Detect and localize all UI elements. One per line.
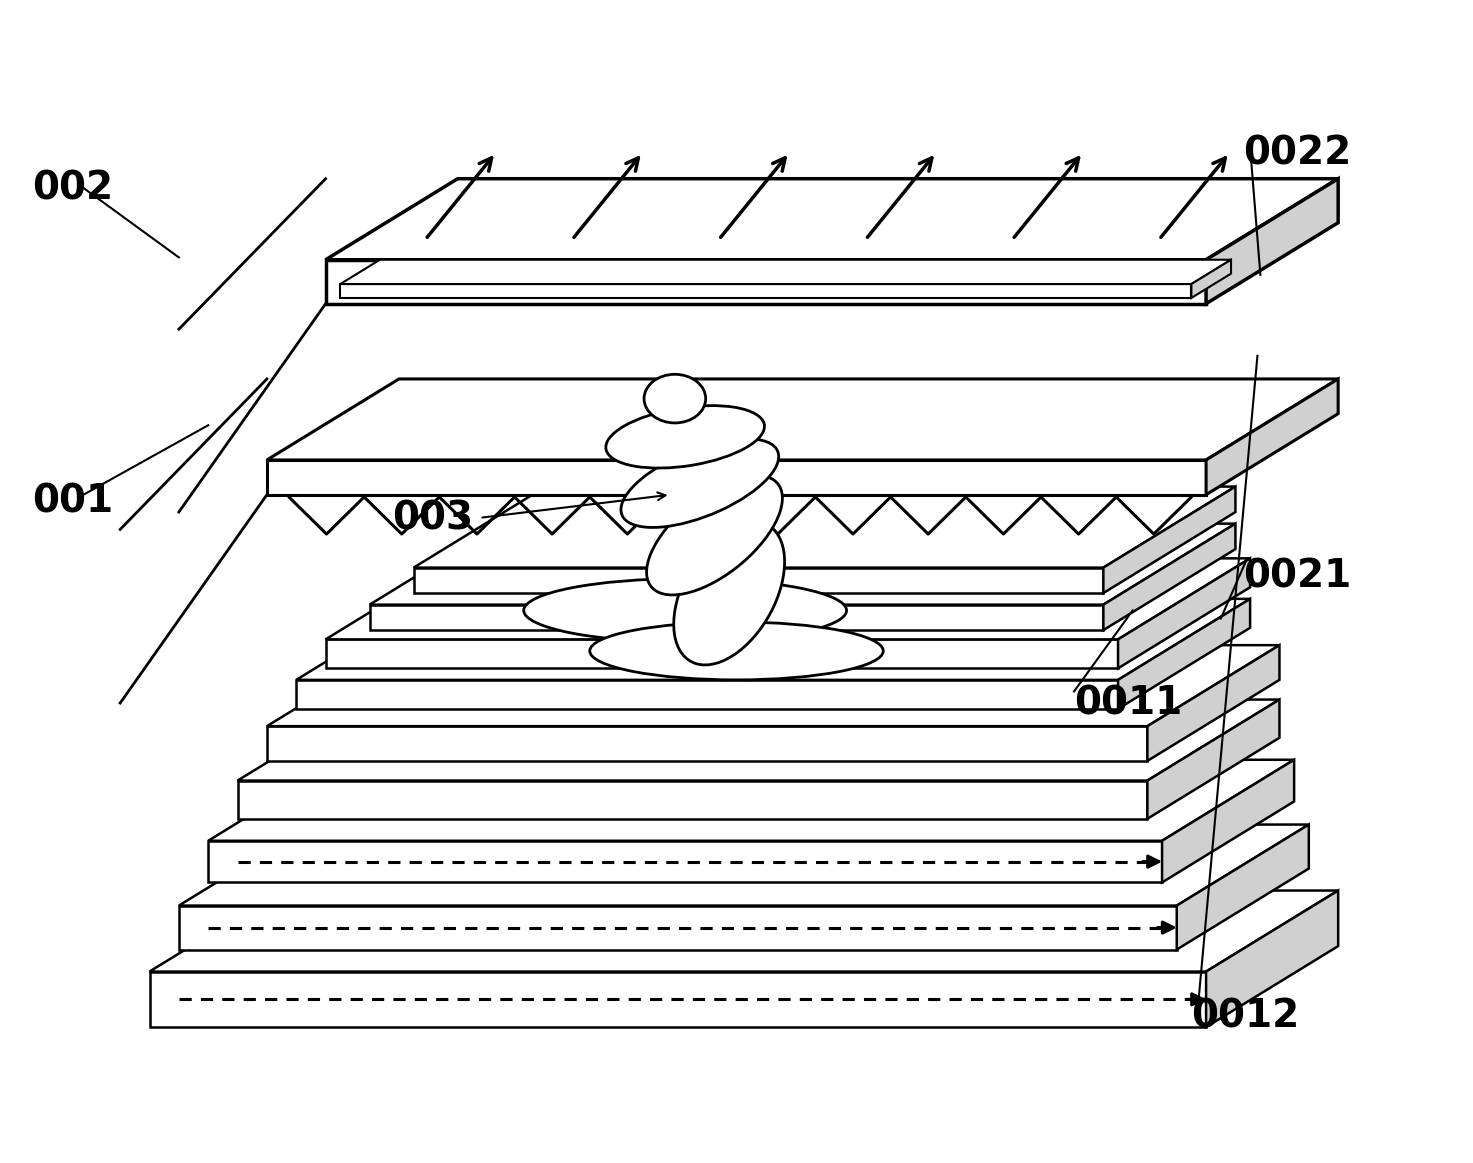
Polygon shape [370, 605, 1103, 630]
Polygon shape [150, 891, 1337, 971]
Polygon shape [1118, 558, 1251, 669]
Polygon shape [178, 825, 1309, 906]
Ellipse shape [589, 622, 884, 680]
Ellipse shape [605, 406, 764, 468]
Ellipse shape [647, 476, 782, 595]
Polygon shape [1147, 645, 1280, 761]
Polygon shape [150, 971, 1206, 1027]
Polygon shape [370, 523, 1236, 605]
Polygon shape [296, 680, 1118, 708]
Polygon shape [1192, 259, 1231, 298]
Polygon shape [340, 259, 1231, 284]
Polygon shape [1147, 700, 1280, 819]
Text: 0021: 0021 [1243, 557, 1351, 595]
Text: 001: 001 [32, 481, 113, 520]
Polygon shape [208, 759, 1295, 841]
Polygon shape [178, 906, 1177, 949]
Polygon shape [267, 379, 1337, 461]
Text: 0012: 0012 [1192, 997, 1299, 1035]
Polygon shape [267, 645, 1280, 726]
Polygon shape [326, 179, 1337, 259]
Polygon shape [326, 640, 1118, 669]
Polygon shape [237, 700, 1280, 780]
Polygon shape [340, 284, 1192, 298]
Polygon shape [1206, 379, 1337, 494]
Ellipse shape [524, 579, 847, 642]
Text: 0022: 0022 [1243, 135, 1351, 173]
Polygon shape [208, 841, 1162, 883]
Polygon shape [1206, 179, 1337, 304]
Polygon shape [1206, 891, 1337, 1027]
Text: 002: 002 [32, 170, 113, 207]
Polygon shape [296, 599, 1251, 680]
Polygon shape [267, 461, 1206, 494]
Polygon shape [267, 726, 1147, 761]
Polygon shape [237, 780, 1147, 819]
Polygon shape [1118, 599, 1251, 708]
Polygon shape [414, 568, 1103, 593]
Text: 003: 003 [392, 499, 473, 537]
Polygon shape [1162, 759, 1295, 883]
Ellipse shape [673, 521, 785, 665]
Text: 0011: 0011 [1074, 685, 1183, 722]
Polygon shape [326, 259, 1206, 304]
Polygon shape [326, 558, 1251, 640]
Ellipse shape [622, 438, 779, 528]
Polygon shape [1177, 825, 1309, 949]
Polygon shape [414, 486, 1236, 568]
Polygon shape [1103, 523, 1236, 630]
Ellipse shape [644, 374, 706, 423]
Polygon shape [1103, 486, 1236, 593]
